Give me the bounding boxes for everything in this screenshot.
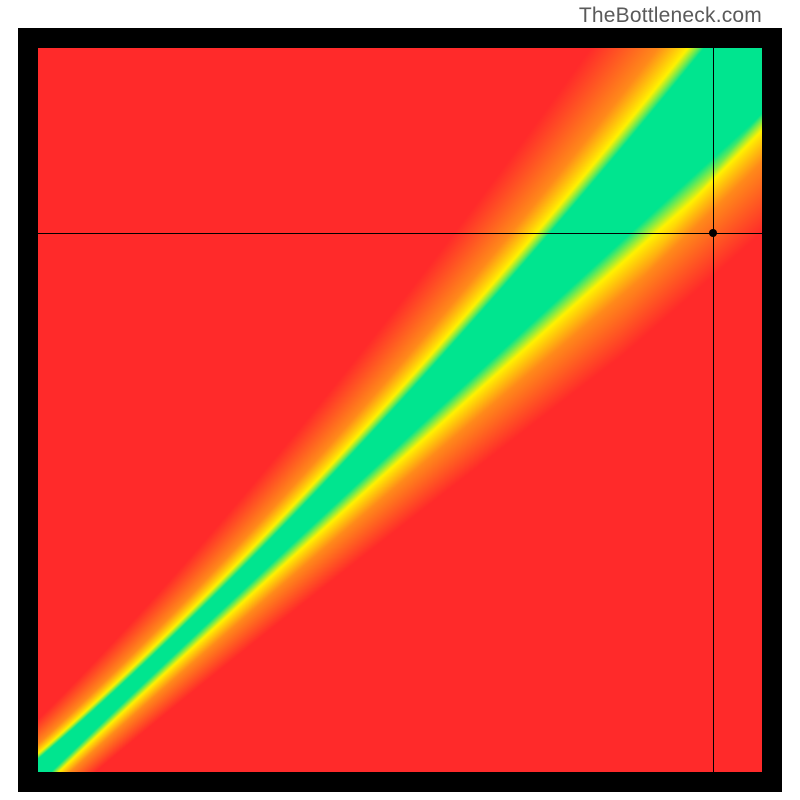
chart-frame <box>18 28 782 792</box>
crosshair-vertical <box>713 48 714 772</box>
watermark-text: TheBottleneck.com <box>579 4 762 28</box>
heatmap-canvas <box>38 48 762 772</box>
crosshair-dot <box>709 229 717 237</box>
plot-area <box>38 48 762 772</box>
crosshair-horizontal <box>38 233 762 234</box>
